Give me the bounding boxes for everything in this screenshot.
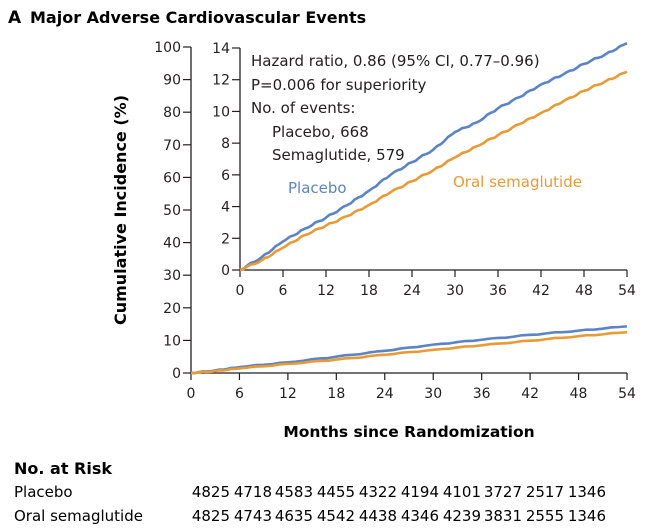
risk-value: 2517 (526, 483, 564, 501)
main-x-tick-label: 42 (521, 386, 539, 402)
inset-y-tick-label: 8 (221, 136, 230, 152)
panel-title: Major Adverse Cardiovascular Events (30, 8, 366, 27)
inset-series-placebo (239, 42, 628, 272)
main-x-tick-label: 48 (570, 386, 588, 402)
inset-y-tick-label: 14 (212, 41, 230, 57)
inset-x-tick-label: 54 (618, 283, 636, 299)
risk-value: 4583 (275, 483, 313, 501)
main-x-tick-label: 30 (424, 386, 442, 402)
risk-value: 1346 (568, 507, 606, 525)
main-y-tick-label: 90 (163, 73, 181, 89)
main-x-tick-label: 36 (473, 386, 491, 402)
y-axis-label: Cumulative Incidence (%) (111, 95, 130, 325)
inset-x-tick-label: 24 (403, 283, 421, 299)
inset-x-tick-label: 36 (489, 283, 507, 299)
inset-x-tick-label: 6 (279, 283, 288, 299)
inset-x-tick-label: 18 (360, 283, 378, 299)
inset-x-tick-label: 0 (236, 283, 245, 299)
inset-x-tick-label: 42 (532, 283, 550, 299)
inset-y-tick-label: 12 (212, 73, 230, 89)
inset-x-tick-label: 48 (575, 283, 593, 299)
main-y-tick-label: 40 (163, 236, 181, 252)
p-value-text: P=0.006 for superiority (251, 76, 427, 94)
main-y-tick-label: 50 (163, 203, 181, 219)
risk-value: 3727 (484, 483, 522, 501)
hazard-ratio-text: Hazard ratio, 0.86 (95% CI, 0.77–0.96) (251, 52, 540, 70)
main-x-tick-label: 0 (187, 386, 196, 402)
risk-value: 4825 (192, 483, 230, 501)
risk-value: 1346 (568, 483, 606, 501)
risk-value: 4718 (234, 483, 272, 501)
main-x-tick-label: 18 (327, 386, 345, 402)
events-header: No. of events: (251, 99, 356, 117)
main-x-tick-label: 24 (376, 386, 394, 402)
risk-label-oral: Oral semaglutide (14, 507, 143, 525)
events-placebo: Placebo, 668 (272, 123, 369, 141)
risk-label-placebo: Placebo (14, 483, 73, 501)
risk-value: 4101 (443, 483, 481, 501)
risk-value: 3831 (484, 507, 522, 525)
risk-value: 2555 (526, 507, 564, 525)
risk-title: No. at Risk (14, 459, 112, 478)
main-y-tick-label: 60 (163, 170, 181, 186)
risk-value: 4743 (234, 507, 272, 525)
main-x-tick-label: 12 (279, 386, 297, 402)
series-label-oral: Oral semaglutide (453, 173, 582, 191)
risk-value: 4542 (317, 507, 355, 525)
risk-value: 4438 (359, 507, 397, 525)
main-y-tick-label: 80 (163, 105, 181, 121)
main-y-tick-label: 0 (172, 366, 181, 382)
main-x-tick-label: 6 (235, 386, 244, 402)
main-x-tick-label: 54 (618, 386, 636, 402)
main-series-oral-semaglutide (190, 330, 628, 375)
risk-value: 4635 (275, 507, 313, 525)
series-label-placebo: Placebo (288, 179, 347, 197)
inset-y-tick-label: 0 (221, 263, 230, 279)
inset-y-tick-label: 10 (212, 104, 230, 120)
inset-series-oral-semaglutide (239, 70, 628, 272)
inset-x-tick-label: 12 (317, 283, 335, 299)
inset-x-tick-label: 30 (446, 283, 464, 299)
risk-value: 4455 (317, 483, 355, 501)
events-oral: Semaglutide, 579 (272, 146, 405, 164)
inset-y-tick-label: 2 (221, 231, 230, 247)
risk-values: 4825 4718 4583 4455 4322 4194 4101 3727 2517 1346… (192, 483, 606, 525)
inset-y-tick-label: 6 (221, 168, 230, 184)
main-y-tick-label: 100 (154, 40, 181, 56)
risk-value: 4346 (401, 507, 439, 525)
risk-value: 4825 (192, 507, 230, 525)
risk-value: 4194 (401, 483, 439, 501)
main-y-tick-label: 10 (163, 333, 181, 349)
main-y-tick-label: 20 (163, 301, 181, 317)
main-y-tick-label: 30 (163, 268, 181, 284)
x-axis-label: Months since Randomization (283, 423, 534, 441)
risk-value: 4322 (359, 483, 397, 501)
main-y-tick-label: 70 (163, 138, 181, 154)
panel-letter: A (8, 8, 22, 28)
inset-y-tick-label: 4 (221, 200, 230, 216)
risk-value: 4239 (443, 507, 481, 525)
